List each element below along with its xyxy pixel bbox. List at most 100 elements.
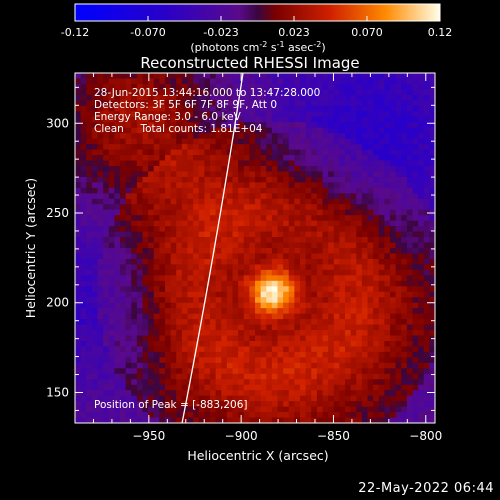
heatmap-cell [181, 127, 188, 134]
heatmap-cell [204, 111, 211, 118]
heatmap-cell [226, 308, 233, 315]
heatmap-cell [165, 286, 172, 293]
heatmap-cell [165, 269, 172, 276]
heatmap-cell [165, 78, 172, 85]
heatmap-cell [339, 176, 346, 183]
heatmap-cell [187, 111, 194, 118]
heatmap-cell [249, 253, 256, 260]
heatmap-cell [165, 264, 172, 271]
heatmap-cell [193, 144, 200, 150]
heatmap-cell [181, 231, 188, 238]
heatmap-cell [221, 111, 228, 118]
heatmap-cell [406, 78, 413, 85]
heatmap-cell [294, 165, 301, 172]
heatmap-cell [322, 231, 329, 238]
heatmap-cell [131, 83, 138, 90]
heatmap-cell [367, 89, 374, 96]
heatmap-cell [204, 335, 211, 342]
heatmap-cell [153, 176, 160, 183]
heatmap-cell [271, 313, 278, 320]
heatmap-cell [395, 133, 402, 140]
heatmap-cell [429, 379, 435, 386]
heatmap-cell [384, 209, 391, 216]
heatmap-cell [373, 264, 380, 271]
heatmap-cell [277, 335, 284, 342]
heatmap-cell [300, 417, 307, 423]
heatmap-cell [384, 401, 391, 407]
heatmap-cell [423, 100, 430, 107]
heatmap-cell [361, 395, 368, 402]
heatmap-cell [181, 313, 188, 320]
heatmap-cell [255, 204, 262, 211]
heatmap-cell [288, 231, 295, 238]
heatmap-cell [350, 73, 357, 79]
heatmap-cell [305, 122, 312, 129]
heatmap-cell [406, 171, 413, 178]
heatmap-cell [384, 357, 391, 364]
heatmap-cell [328, 319, 335, 325]
heatmap-cell [356, 73, 363, 79]
heatmap-cell [159, 313, 166, 320]
heatmap-cell [266, 297, 273, 304]
heatmap-cell [204, 165, 211, 172]
heatmap-cell [198, 335, 205, 342]
heatmap-cell [125, 248, 132, 254]
heatmap-cell [243, 313, 250, 320]
heatmap-cell [125, 368, 132, 375]
heatmap-cell [294, 340, 301, 347]
heatmap-cell [215, 204, 222, 211]
heatmap-cell [271, 160, 278, 167]
heatmap-cell [378, 100, 385, 107]
y-axis-label: Heliocentric Y (arcsec) [23, 178, 38, 318]
heatmap-cell [305, 286, 312, 293]
heatmap-cell [401, 291, 408, 298]
heatmap-cell [103, 264, 110, 271]
heatmap-cell [97, 253, 104, 260]
heatmap-cell [114, 160, 121, 167]
heatmap-cell [142, 264, 149, 271]
heatmap-cell [159, 83, 166, 90]
heatmap-cell [305, 253, 312, 260]
heatmap-cell [311, 390, 318, 397]
heatmap-cell [260, 253, 267, 260]
heatmap-cell [373, 198, 380, 205]
heatmap-cell [283, 324, 290, 331]
heatmap-cell [80, 231, 87, 238]
heatmap-cell [198, 253, 205, 260]
heatmap-cell [243, 248, 250, 254]
heatmap-cell [97, 308, 104, 315]
heatmap-cell [350, 78, 357, 85]
heatmap-cell [401, 340, 408, 347]
heatmap-cell [136, 100, 143, 107]
heatmap-cell [322, 78, 329, 85]
heatmap-cell [204, 215, 211, 222]
heatmap-cell [108, 94, 115, 101]
heatmap-cell [255, 242, 262, 249]
heatmap-cell [131, 78, 138, 85]
heatmap-cell [142, 176, 149, 183]
heatmap-cell [322, 346, 329, 353]
colorbar-unit: (photons cm-2 s-1 asec-2) [190, 40, 325, 54]
heatmap-cell [97, 215, 104, 222]
heatmap-cell [361, 346, 368, 353]
heatmap-cell [86, 237, 93, 243]
heatmap-cell [384, 275, 391, 282]
heatmap-cell [159, 226, 166, 232]
heatmap-cell [221, 155, 228, 161]
heatmap-cell [80, 248, 87, 254]
heatmap-cell [75, 73, 82, 79]
heatmap-cell [384, 384, 391, 391]
heatmap-cell [294, 193, 301, 200]
heatmap-cell [300, 111, 307, 118]
heatmap-cell [125, 406, 132, 413]
heatmap-cell [271, 417, 278, 423]
heatmap-cell [406, 313, 413, 320]
heatmap-cell [198, 258, 205, 265]
heatmap-cell [125, 127, 132, 134]
heatmap-cell [249, 258, 256, 265]
heatmap-cell [333, 111, 340, 118]
heatmap-cell [390, 346, 397, 353]
heatmap-cell [210, 89, 217, 96]
heatmap-cell [125, 187, 132, 194]
heatmap-cell [339, 390, 346, 397]
